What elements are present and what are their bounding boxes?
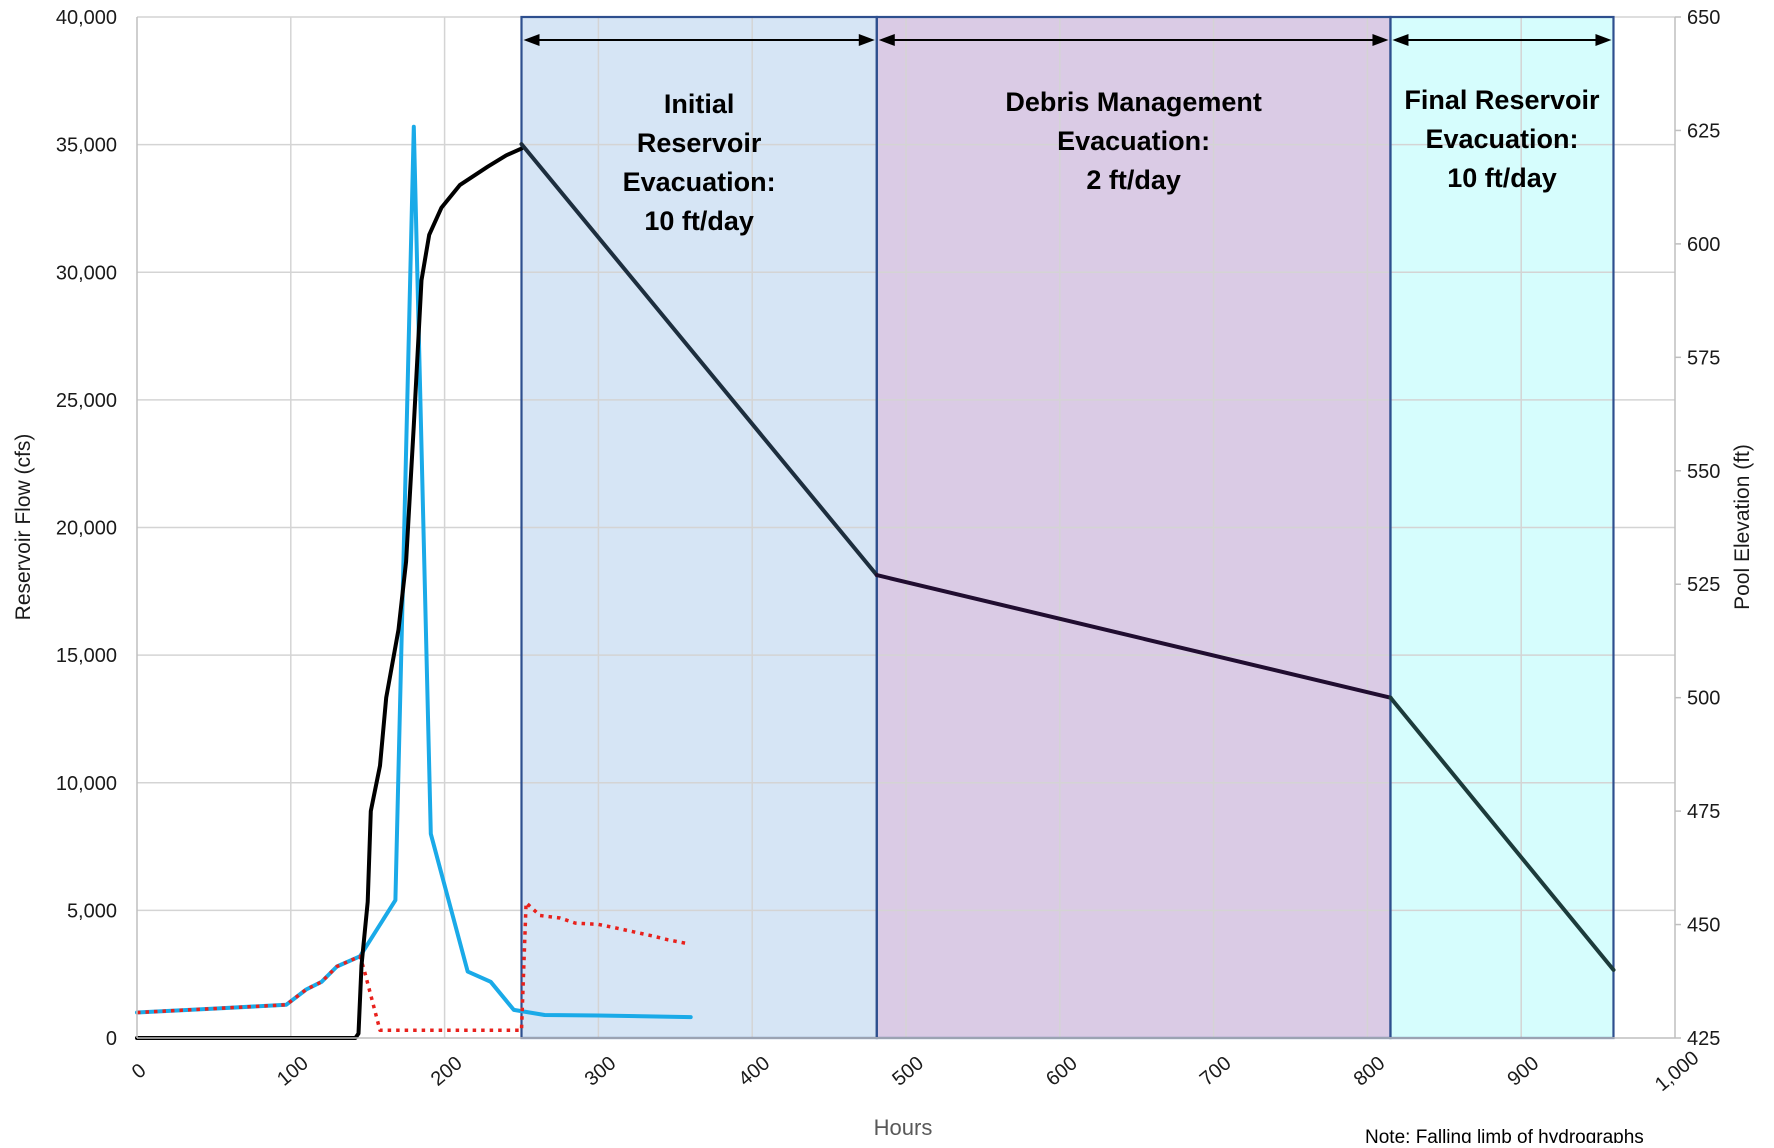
phase-label-line: Debris Management — [1005, 87, 1262, 117]
right-tick-label: 600 — [1687, 234, 1720, 256]
left-tick-label: 0 — [106, 1028, 117, 1050]
phase-label-line: Final Reservoir — [1404, 85, 1600, 115]
right-tick-label: 500 — [1687, 688, 1720, 710]
right-tick-label: 650 — [1687, 7, 1720, 29]
x-tick-label: 200 — [427, 1052, 467, 1090]
x-tick-label: 400 — [734, 1052, 774, 1090]
arrowhead-right-icon — [1372, 34, 1389, 46]
x-tick-label: 100 — [273, 1052, 313, 1090]
x-tick-label: 0 — [128, 1059, 151, 1083]
phase-label-line: Evacuation: — [1057, 126, 1210, 156]
phase-label-line: Reservoir — [637, 128, 762, 158]
arrowhead-left-icon — [878, 34, 895, 46]
left-tick-label: 40,000 — [56, 7, 117, 29]
left-tick-label: 35,000 — [56, 135, 117, 157]
right-tick-label: 575 — [1687, 347, 1720, 369]
phase-label-line: 2 ft/day — [1086, 165, 1181, 195]
x-tick-label: 900 — [1503, 1052, 1543, 1090]
phase-label-1: Initial Reservoir Evacuation: 10 ft/day — [623, 89, 776, 236]
series-line-4 — [519, 142, 879, 578]
x-tick-label: 500 — [888, 1052, 928, 1090]
right-tick-label: 625 — [1687, 120, 1720, 142]
x-tick-label: 1,000 — [1651, 1047, 1703, 1096]
left-axis-title: Reservoir Flow (cfs) — [12, 434, 35, 621]
phase-label-2: Debris Management Evacuation: 2 ft/day — [1005, 87, 1262, 195]
arrowhead-right-icon — [858, 34, 875, 46]
phase-label-line: 10 ft/day — [1447, 163, 1557, 193]
phase-label-line: Evacuation: — [623, 167, 776, 197]
right-axis-title: Pool Elevation (ft) — [1731, 444, 1754, 610]
left-tick-label: 15,000 — [56, 645, 117, 667]
phase-label-line: 10 ft/day — [644, 206, 754, 236]
arrowhead-left-icon — [523, 34, 540, 46]
series-line-6 — [1388, 695, 1616, 972]
left-tick-label: 30,000 — [56, 262, 117, 284]
x-axis-title: Hours — [874, 1115, 933, 1140]
right-tick-label: 425 — [1687, 1028, 1720, 1050]
arrowhead-left-icon — [1392, 34, 1409, 46]
arrowhead-right-icon — [1595, 34, 1612, 46]
phase-label-line: Evacuation: — [1425, 124, 1578, 154]
x-tick-label: 700 — [1196, 1052, 1236, 1090]
phase-label-3: Final Reservoir Evacuation: 10 ft/day — [1404, 85, 1600, 193]
x-tick-label: 600 — [1042, 1052, 1082, 1090]
x-tick-label: 800 — [1350, 1052, 1390, 1090]
right-tick-label: 550 — [1687, 461, 1720, 483]
left-tick-label: 10,000 — [56, 773, 117, 795]
series-line-3 — [135, 146, 524, 1040]
right-tick-label: 525 — [1687, 574, 1720, 596]
series-line-2 — [136, 900, 688, 1033]
right-tick-label: 450 — [1687, 915, 1720, 937]
left-tick-label: 20,000 — [56, 518, 117, 540]
left-tick-label: 25,000 — [56, 390, 117, 412]
series-line-5 — [874, 573, 1393, 700]
phase-label-line: Initial — [664, 89, 735, 119]
x-tick-label: 300 — [581, 1052, 621, 1090]
chart-note: Note: Falling limb of hydrographs — [1365, 1127, 1644, 1143]
right-tick-label: 475 — [1687, 801, 1720, 823]
left-tick-label: 5,000 — [67, 900, 117, 922]
